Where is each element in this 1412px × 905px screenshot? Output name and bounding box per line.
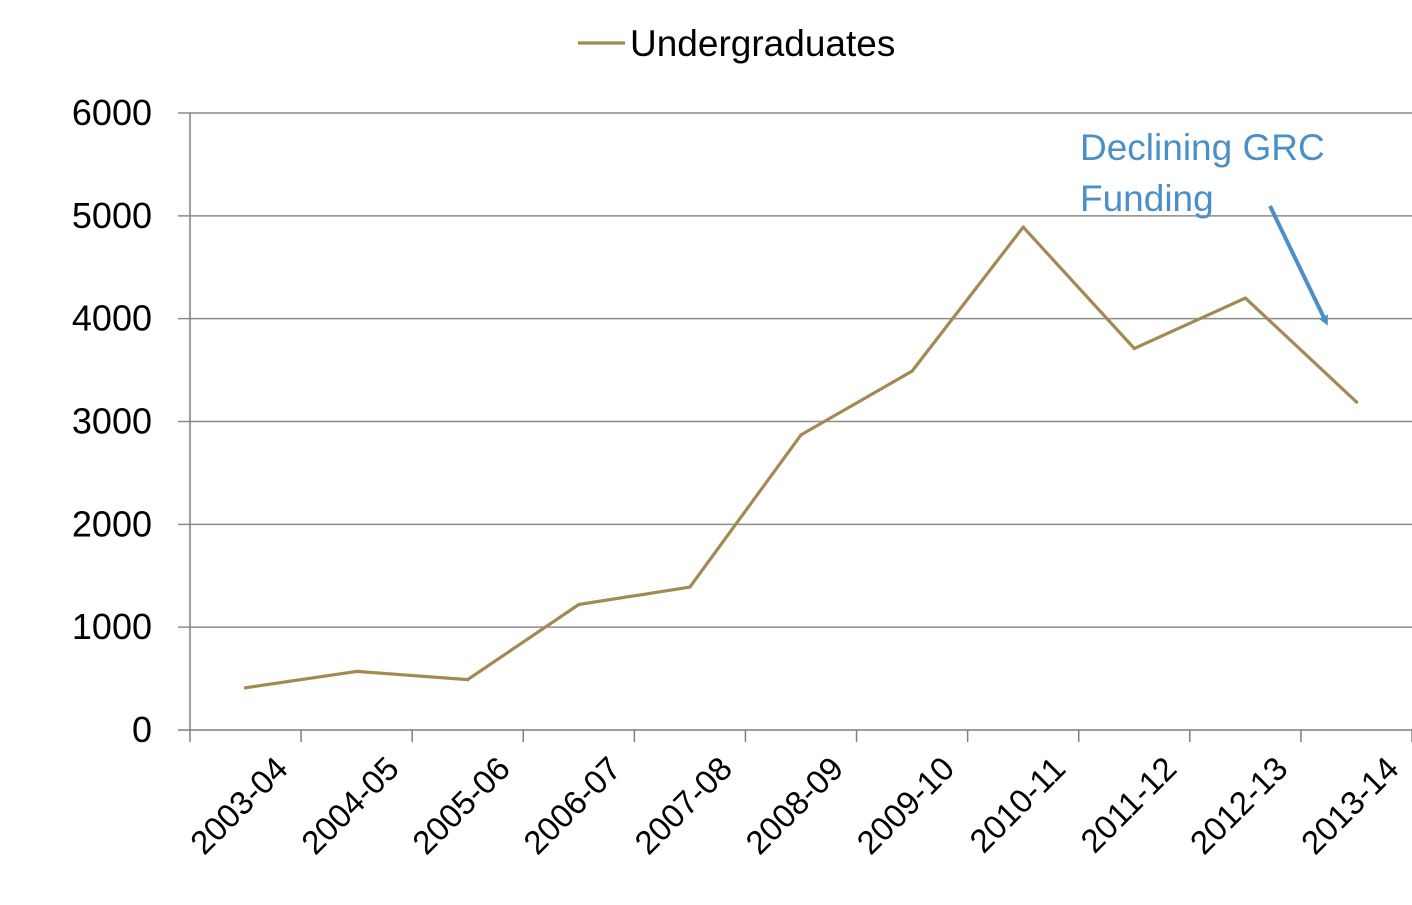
y-tick-label: 4000 (72, 298, 152, 339)
x-tick-label: 2004-05 (294, 749, 406, 861)
x-tick-label: 2008-09 (738, 749, 850, 861)
y-tick-label: 6000 (72, 92, 152, 133)
gridlines (178, 112, 1412, 731)
data-point (1132, 346, 1136, 351)
x-tick-label: 2003-04 (183, 749, 295, 861)
data-point (1021, 225, 1025, 229)
x-tick-label: 2005-06 (405, 749, 517, 861)
data-point (577, 602, 581, 607)
x-tick-label: 2007-08 (627, 749, 739, 861)
y-tick-label: 3000 (72, 401, 152, 442)
data-point (1243, 296, 1247, 300)
data-point (799, 433, 803, 437)
y-tick-label: 5000 (72, 195, 152, 236)
y-tick-label: 0 (132, 709, 152, 750)
x-tick-label: 2012-13 (1183, 749, 1295, 861)
data-point (688, 585, 692, 589)
data-point (910, 369, 914, 373)
legend-label: Undergraduates (630, 23, 895, 64)
y-tick-label: 1000 (72, 606, 152, 647)
x-tick-label: 2011-12 (1073, 749, 1183, 859)
data-point (1354, 400, 1359, 404)
y-tick-label: 2000 (72, 503, 152, 544)
annotation: Declining GRC Funding (1080, 127, 1328, 326)
x-tick-label: 2006-07 (516, 749, 628, 861)
series-layer (243, 225, 1359, 690)
data-point (243, 686, 248, 690)
series-line-undergraduates (243, 225, 1359, 690)
legend: Undergraduates (578, 23, 895, 64)
annotation-text: Declining GRC (1080, 127, 1325, 168)
x-tick-label: 2009-10 (849, 749, 961, 861)
x-tick-label: 2013-14 (1294, 749, 1406, 861)
annotation-arrow (1268, 205, 1328, 326)
data-point (355, 669, 359, 673)
annotation-text: Funding (1080, 178, 1214, 219)
data-point (466, 678, 470, 682)
x-tick-label: 2010-11 (962, 749, 1072, 859)
